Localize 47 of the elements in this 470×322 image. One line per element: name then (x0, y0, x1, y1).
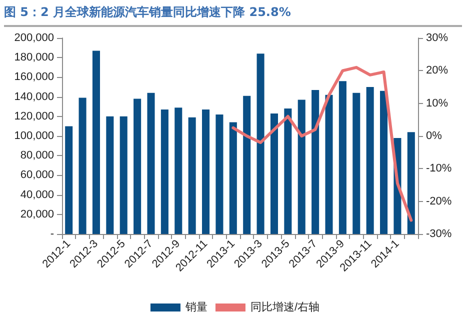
line-series (232, 66, 413, 222)
bar (338, 81, 346, 234)
bar (366, 87, 374, 234)
bar (312, 90, 320, 234)
bar (298, 100, 306, 234)
y-tick-label: 60,000 (20, 169, 54, 182)
bar (147, 92, 155, 234)
y2-tick-label: 0% (426, 130, 442, 142)
bar (92, 50, 100, 234)
bar (407, 132, 415, 234)
bar (270, 113, 278, 234)
y-tick-label: 80,000 (20, 150, 54, 162)
y2-tick-label: 10% (426, 97, 448, 110)
y-tick-label: 160,000 (14, 71, 54, 84)
bar (352, 92, 360, 234)
y2-tick-label: -20% (426, 195, 452, 208)
bar (120, 116, 128, 234)
y-tick-label: - (50, 228, 54, 240)
bar (216, 114, 224, 234)
bar (325, 94, 333, 234)
bar (256, 54, 264, 234)
bar (65, 126, 73, 234)
y-tick-label: 20,000 (20, 208, 54, 220)
y-tick-label: 100,000 (14, 130, 54, 142)
chart-title: 图 5：2 月全球新能源汽车销量同比增速下降 25.8% (4, 4, 462, 27)
y-tick-label: 200,000 (14, 32, 54, 44)
legend-label: 同比增速/右轴 (250, 300, 320, 314)
bar (160, 110, 168, 234)
bar (106, 116, 114, 234)
y-tick-label: 140,000 (14, 90, 54, 103)
bar (202, 110, 210, 234)
bar (243, 96, 251, 234)
y2-tick-label: 30% (426, 32, 448, 44)
bar (134, 98, 142, 234)
bar (78, 98, 86, 234)
legend-label: 销量 (184, 302, 208, 314)
y-tick-label: 40,000 (20, 188, 54, 201)
bar (380, 90, 388, 234)
y-tick-label: 120,000 (14, 110, 54, 122)
y-tick-label: 180,000 (14, 52, 54, 64)
y2-tick-label: 20% (426, 64, 448, 77)
bar (188, 117, 196, 234)
y2-tick-label: -10% (426, 162, 452, 175)
bar (284, 108, 292, 234)
bar (229, 122, 237, 234)
bar (174, 108, 182, 234)
y2-tick-label: -30% (426, 228, 452, 240)
